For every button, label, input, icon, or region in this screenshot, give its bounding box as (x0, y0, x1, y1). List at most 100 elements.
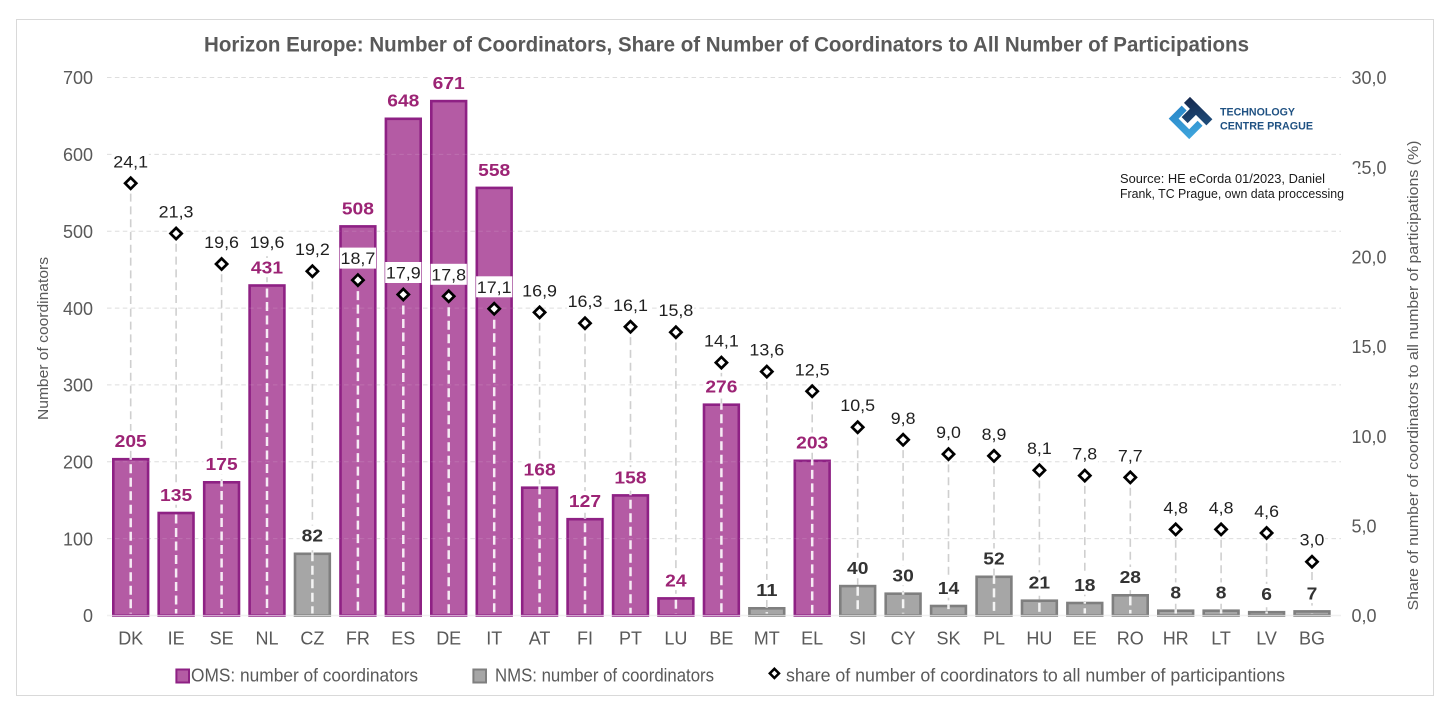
svg-text:20,0: 20,0 (1352, 248, 1387, 268)
svg-text:14: 14 (938, 578, 960, 598)
svg-text:share of number of coordinator: share of number of coordinators to all n… (786, 665, 1285, 685)
svg-text:Source: HE eCorda 01/2023, Dan: Source: HE eCorda 01/2023, Daniel (1120, 171, 1325, 186)
svg-text:200: 200 (63, 453, 93, 473)
svg-text:8,1: 8,1 (1027, 439, 1052, 458)
svg-text:9,8: 9,8 (891, 409, 916, 428)
svg-text:300: 300 (63, 376, 93, 396)
svg-text:DK: DK (118, 628, 143, 648)
svg-text:SE: SE (210, 628, 234, 648)
svg-text:30: 30 (892, 566, 914, 586)
svg-text:21: 21 (1029, 573, 1051, 593)
svg-text:RO: RO (1117, 628, 1144, 648)
svg-text:600: 600 (63, 145, 93, 165)
svg-text:25,0: 25,0 (1352, 158, 1387, 178)
svg-text:LU: LU (664, 628, 687, 648)
svg-text:12,5: 12,5 (795, 360, 830, 379)
svg-text:276: 276 (705, 377, 737, 397)
svg-text:MT: MT (754, 628, 780, 648)
svg-text:8: 8 (1216, 583, 1227, 603)
svg-text:19,6: 19,6 (250, 233, 285, 252)
svg-text:671: 671 (433, 73, 465, 93)
svg-text:500: 500 (63, 222, 93, 242)
svg-text:700: 700 (63, 68, 93, 88)
svg-text:Horizon Europe: Number of Coor: Horizon Europe: Number of Coordinators, … (204, 33, 1249, 57)
svg-text:14,1: 14,1 (704, 332, 739, 351)
svg-text:4,8: 4,8 (1209, 498, 1234, 517)
svg-text:11: 11 (756, 580, 778, 600)
svg-text:18,7: 18,7 (341, 249, 376, 268)
svg-text:52: 52 (983, 549, 1005, 569)
svg-text:205: 205 (115, 431, 147, 451)
svg-text:100: 100 (63, 529, 93, 549)
svg-text:431: 431 (251, 257, 283, 277)
svg-text:508: 508 (342, 198, 374, 218)
svg-text:CZ: CZ (300, 628, 324, 648)
svg-text:0: 0 (83, 606, 93, 626)
svg-text:AT: AT (529, 628, 551, 648)
svg-text:30,0: 30,0 (1352, 68, 1387, 88)
svg-text:17,9: 17,9 (386, 264, 421, 283)
svg-text:10,0: 10,0 (1352, 427, 1387, 447)
svg-text:17,8: 17,8 (431, 265, 466, 284)
svg-text:FI: FI (577, 628, 593, 648)
svg-text:175: 175 (206, 454, 238, 474)
svg-text:EE: EE (1073, 628, 1097, 648)
svg-text:18: 18 (1074, 575, 1096, 595)
svg-text:Frank, TC Prague, own data pro: Frank, TC Prague, own data proccessing (1120, 186, 1344, 201)
svg-text:135: 135 (160, 485, 192, 505)
svg-text:OMS: number of coordinators: OMS: number of coordinators (191, 665, 418, 685)
svg-text:CENTRE PRAGUE: CENTRE PRAGUE (1220, 121, 1313, 133)
svg-text:24,1: 24,1 (113, 152, 148, 171)
svg-text:BG: BG (1299, 628, 1325, 648)
svg-text:Share of number of coordinator: Share of number of coordinators to all n… (1405, 141, 1422, 611)
svg-text:ES: ES (391, 628, 415, 648)
svg-text:21,3: 21,3 (159, 203, 194, 222)
svg-text:127: 127 (569, 491, 601, 511)
svg-text:9,0: 9,0 (936, 423, 961, 442)
svg-text:4,8: 4,8 (1163, 498, 1188, 517)
svg-text:7,8: 7,8 (1072, 445, 1097, 464)
svg-text:BE: BE (709, 628, 733, 648)
svg-text:648: 648 (387, 91, 419, 111)
svg-text:FR: FR (346, 628, 370, 648)
svg-text:5,0: 5,0 (1352, 517, 1377, 537)
svg-text:203: 203 (796, 433, 828, 453)
svg-text:558: 558 (478, 160, 510, 180)
svg-text:HR: HR (1163, 628, 1189, 648)
svg-text:NL: NL (255, 628, 278, 648)
svg-text:NMS: number of coordinators: NMS: number of coordinators (495, 665, 714, 685)
svg-text:19,2: 19,2 (295, 240, 330, 259)
svg-text:16,1: 16,1 (613, 296, 648, 315)
svg-text:15,0: 15,0 (1352, 337, 1387, 357)
svg-text:16,9: 16,9 (522, 281, 557, 300)
svg-text:82: 82 (302, 526, 324, 546)
svg-text:PT: PT (619, 628, 642, 648)
svg-text:15,8: 15,8 (659, 301, 694, 320)
svg-text:DE: DE (436, 628, 461, 648)
svg-text:13,6: 13,6 (749, 341, 784, 360)
svg-text:7: 7 (1307, 583, 1318, 603)
svg-text:IT: IT (486, 628, 502, 648)
svg-text:19,6: 19,6 (204, 233, 239, 252)
svg-text:LV: LV (1256, 628, 1277, 648)
svg-text:HU: HU (1026, 628, 1052, 648)
svg-text:3,0: 3,0 (1300, 531, 1325, 550)
svg-text:17,1: 17,1 (477, 278, 512, 297)
svg-text:EL: EL (801, 628, 823, 648)
svg-text:40: 40 (847, 558, 869, 578)
svg-text:400: 400 (63, 299, 93, 319)
svg-text:10,5: 10,5 (840, 396, 875, 415)
svg-text:4,6: 4,6 (1254, 502, 1279, 521)
svg-text:TECHNOLOGY: TECHNOLOGY (1220, 107, 1296, 119)
svg-text:16,3: 16,3 (568, 292, 603, 311)
svg-text:168: 168 (524, 460, 556, 480)
svg-text:SK: SK (936, 628, 960, 648)
svg-text:SI: SI (849, 628, 866, 648)
svg-text:28: 28 (1120, 567, 1142, 587)
svg-text:6: 6 (1261, 584, 1272, 604)
svg-text:CY: CY (891, 628, 916, 648)
svg-text:IE: IE (168, 628, 185, 648)
svg-text:24: 24 (665, 570, 687, 590)
svg-text:8,9: 8,9 (982, 425, 1007, 444)
svg-text:Number of coordinators: Number of coordinators (35, 257, 52, 420)
